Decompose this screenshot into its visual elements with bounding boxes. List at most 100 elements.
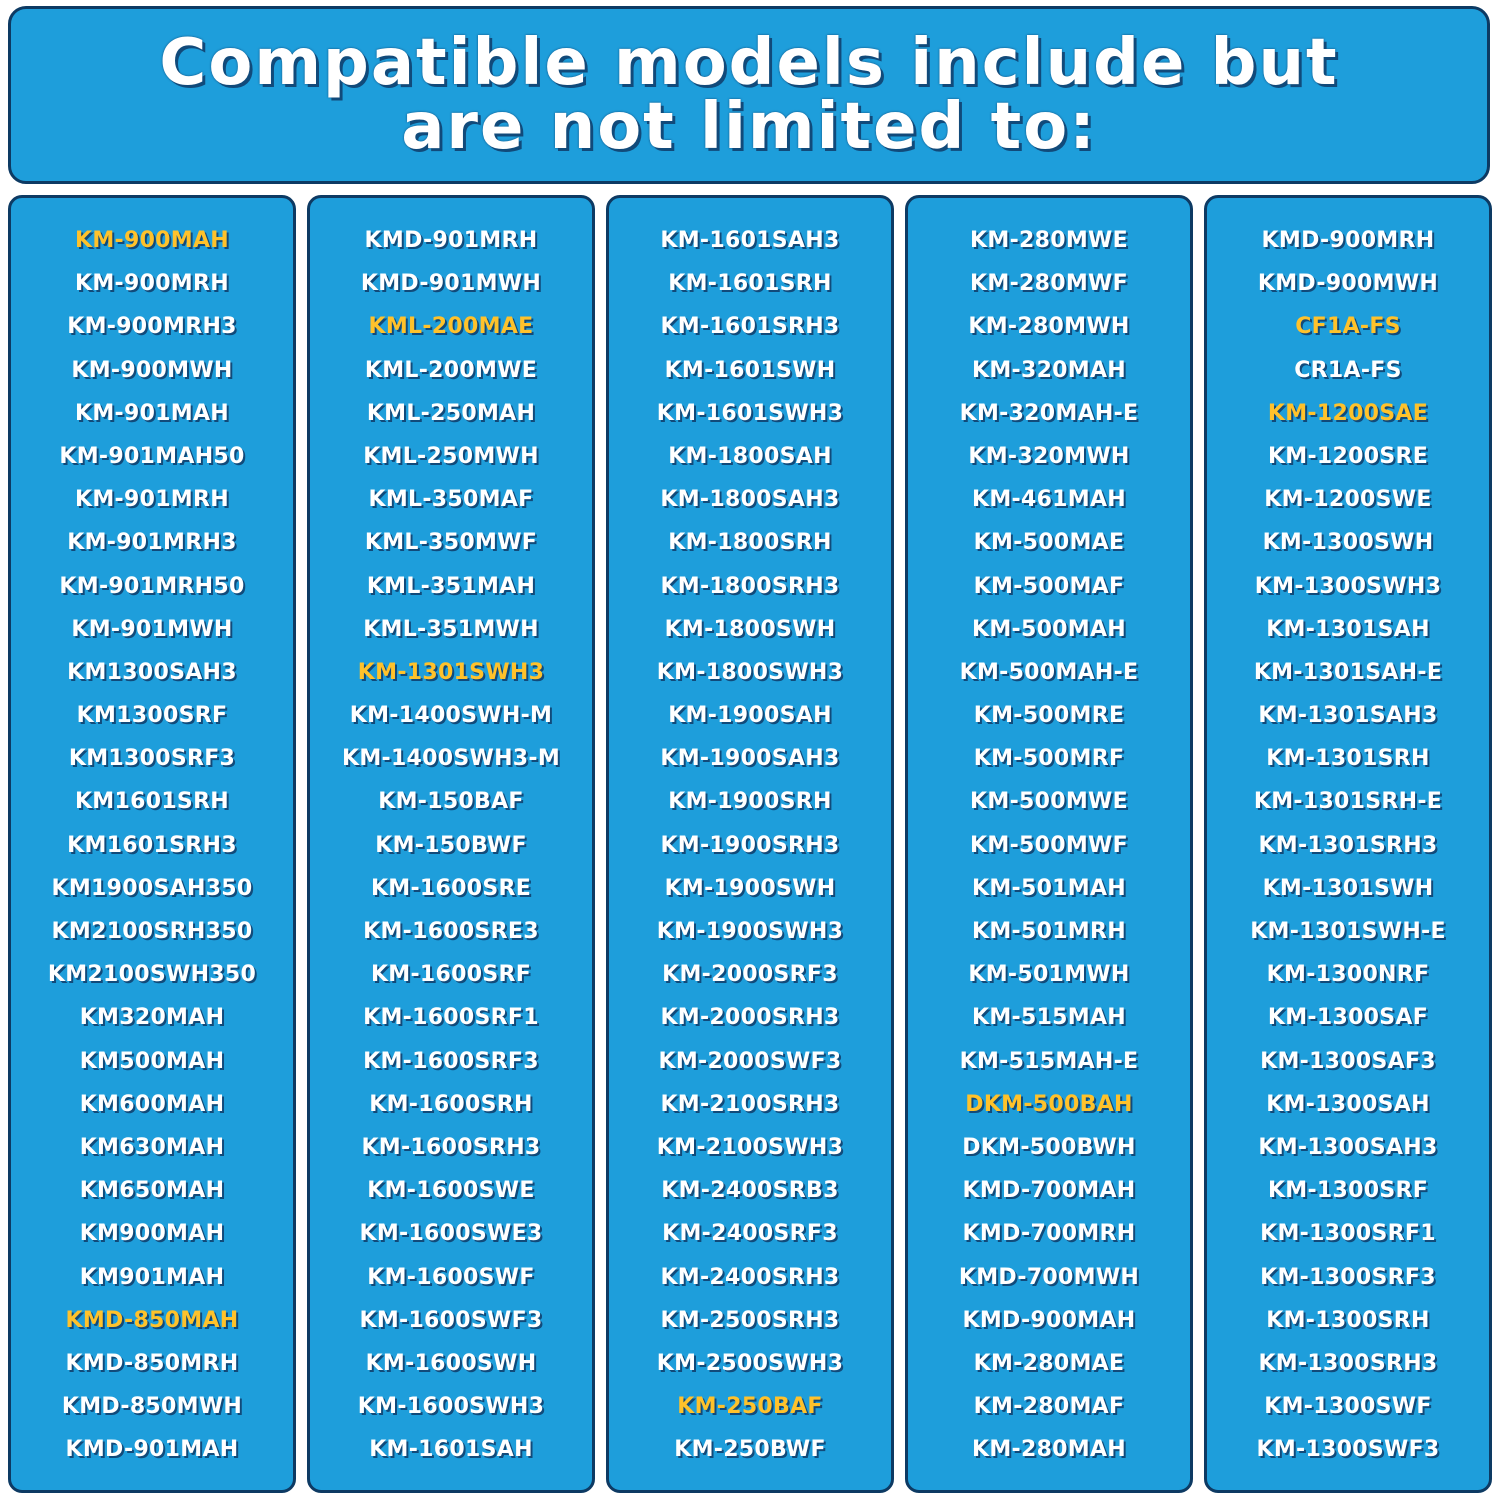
- model-item: KM-2000SWF3: [658, 1048, 842, 1074]
- model-item: KM-1600SRF: [370, 962, 532, 988]
- model-item: KM-1600SRH: [369, 1091, 533, 1117]
- model-item: KM-1600SRE: [370, 875, 532, 901]
- model-item: KM-1800SRH: [668, 530, 832, 556]
- model-item: KM-1300SAF: [1267, 1005, 1429, 1031]
- model-item: KMD-901MAH: [65, 1437, 239, 1463]
- model-item: KMD-700MAH: [962, 1178, 1136, 1204]
- model-item: KM-2100SWH3: [656, 1134, 844, 1160]
- model-item: KM320MAH: [79, 1005, 225, 1031]
- model-item: KMD-850MWH: [61, 1394, 243, 1420]
- model-column-4: KM-280MWE KM-280MWF KM-280MWH KM-320MAH KM-3…: [905, 195, 1193, 1493]
- model-item: KMD-900MAH: [962, 1307, 1136, 1333]
- model-item: KML-200MAE: [368, 314, 534, 340]
- model-item: KM-280MAH: [971, 1437, 1127, 1463]
- model-item: KM-150BWF: [375, 832, 527, 858]
- model-item: KM-500MRF: [973, 746, 1125, 772]
- model-item: KM-1301SRH-E: [1253, 789, 1443, 815]
- model-item: KML-250MAH: [366, 400, 536, 426]
- model-item: KM-501MRH: [972, 919, 1126, 944]
- model-item: KM-1601SWH: [664, 357, 836, 383]
- model-item: KM-280MAF: [973, 1394, 1125, 1420]
- model-item: KM-1301SRH3: [1258, 832, 1438, 858]
- model-item: KM-1600SWF3: [359, 1307, 543, 1333]
- model-item: KM1300SRF3: [68, 746, 236, 772]
- model-item: KM-2400SRH3: [660, 1264, 840, 1290]
- model-item: KM-1600SWF: [367, 1264, 535, 1290]
- model-item: KM-1300SAH: [1266, 1091, 1430, 1117]
- model-item: KM1900SAH350: [51, 875, 253, 901]
- model-item: KM-501MWH: [968, 962, 1130, 988]
- model-column-2: KMD-901MRH KMD-901MWH KML-200MAE KML-200MWE…: [307, 195, 595, 1493]
- model-item: KM-1300NRF: [1266, 962, 1430, 988]
- model-item: KM-900MRH: [75, 271, 229, 297]
- model-columns: KM-900MAH KM-900MRH KM-900MRH3 KM-900MWH KM-…: [8, 195, 1492, 1493]
- model-item: KMD-900MRH: [1261, 228, 1435, 253]
- model-item: KM-500MWF: [970, 832, 1128, 858]
- model-item: KM-1300SWF: [1264, 1394, 1432, 1420]
- model-item: KM-901MRH50: [59, 573, 245, 599]
- model-item: KM-1300SWH: [1262, 530, 1434, 556]
- model-item: KM-500MAF: [973, 573, 1125, 599]
- model-item: KM-1301SAH-E: [1253, 659, 1443, 685]
- model-item: KM900MAH: [79, 1221, 225, 1247]
- model-item: KM-320MWH: [968, 443, 1130, 469]
- model-item: KM-280MWE: [970, 228, 1128, 253]
- model-item: DKM-500BWH: [962, 1134, 1136, 1160]
- model-item: KM-515MAH-E: [959, 1048, 1139, 1074]
- model-item: KM-2500SWH3: [656, 1350, 844, 1376]
- model-item: KMD-901MWH: [360, 271, 542, 297]
- model-item: KM-250BWF: [674, 1437, 826, 1463]
- model-item: KM-1900SRH: [668, 789, 832, 815]
- model-item: KM-1301SWH3: [357, 659, 545, 685]
- model-item: KM-1601SWH3: [656, 400, 844, 426]
- title-line-2: are not limited to:: [401, 90, 1097, 164]
- model-item: KM-1600SWE: [367, 1178, 535, 1204]
- model-item: KM-2400SRF3: [662, 1221, 838, 1247]
- title-line-1: Compatible models include but: [159, 26, 1339, 100]
- model-item: KM-1800SRH3: [660, 573, 840, 599]
- model-item: KM650MAH: [79, 1178, 225, 1204]
- model-item: KM-500MRE: [973, 703, 1125, 729]
- model-column-1: KM-900MAH KM-900MRH KM-900MRH3 KM-900MWH KM-…: [8, 195, 296, 1493]
- model-item: KM-900MWH: [71, 357, 233, 383]
- model-item: KM2100SWH350: [47, 962, 257, 988]
- model-item: KM-280MWF: [970, 271, 1128, 297]
- model-item: KM-1601SRH3: [660, 314, 840, 340]
- model-item: KMD-700MWH: [958, 1264, 1140, 1290]
- model-item: KML-250MWH: [363, 443, 539, 469]
- model-item: KM-1301SAH3: [1258, 703, 1438, 729]
- model-item: KM500MAH: [79, 1048, 225, 1074]
- model-item: CR1A-FS: [1294, 357, 1402, 383]
- model-item: KM-901MAH50: [59, 443, 245, 469]
- model-item: KM-1800SWH: [664, 616, 836, 642]
- model-item: KM-1601SAH: [369, 1437, 533, 1463]
- model-item: KM-500MAH: [971, 616, 1127, 642]
- model-item: KM-901MAH: [74, 400, 230, 426]
- model-item: KM-515MAH: [971, 1005, 1127, 1031]
- model-item: KM-1300SRH3: [1258, 1350, 1438, 1376]
- model-item: KML-351MAH: [366, 573, 536, 599]
- model-item: KM-1301SRH: [1266, 746, 1430, 772]
- model-item: KM-1900SWH: [664, 875, 836, 901]
- model-item: KM-1600SRF3: [363, 1048, 539, 1074]
- model-item: KM-280MAE: [973, 1350, 1125, 1376]
- model-column-5: KMD-900MRH KMD-900MWH CF1A-FS CR1A-FS KM-120…: [1204, 195, 1492, 1493]
- model-item: CF1A-FS: [1295, 314, 1401, 340]
- model-item: KM-1400SWH3-M: [341, 746, 561, 772]
- model-item: KM-1800SAH3: [660, 487, 840, 513]
- model-item: KM-1800SAH: [668, 443, 832, 469]
- model-item: KM-1900SAH: [668, 703, 832, 729]
- model-item: KM-500MWE: [970, 789, 1128, 815]
- model-item: KM-320MAH: [971, 357, 1127, 383]
- model-item: KM-1300SAF3: [1260, 1048, 1436, 1074]
- model-item: KM2100SRH350: [51, 919, 253, 944]
- model-item: KMD-700MRH: [962, 1221, 1136, 1247]
- model-item: KMD-901MRH: [364, 228, 538, 253]
- model-item: KMD-900MWH: [1257, 271, 1439, 297]
- model-item: KM-1301SWH-E: [1250, 919, 1446, 944]
- model-item: KM-1900SRH3: [660, 832, 840, 858]
- model-item: KM-1601SAH3: [660, 228, 840, 253]
- model-item: KM-900MRH3: [67, 314, 237, 340]
- model-item: KM-250BAF: [677, 1394, 823, 1420]
